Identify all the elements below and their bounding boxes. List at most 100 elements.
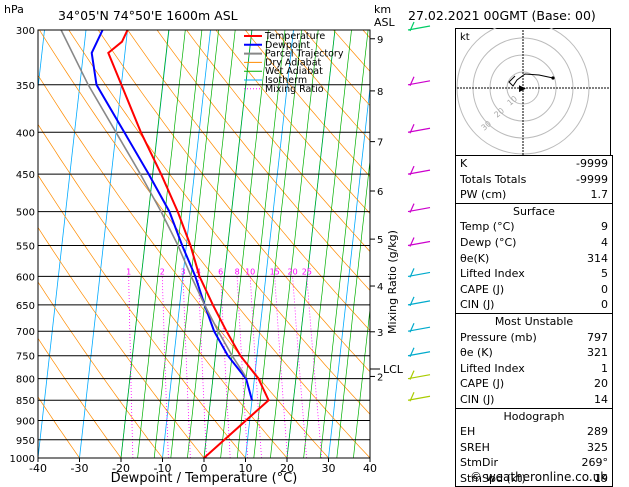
isotherm-line <box>163 30 211 458</box>
surface-title: Surface <box>456 204 612 220</box>
km-tick-label: 4 <box>377 282 383 293</box>
mixing-ratio-label: 6 <box>218 267 223 276</box>
index-label: PW (cm) <box>460 187 506 203</box>
temperature-tick-label: -30 <box>71 462 89 475</box>
mu-label: CAPE (J) <box>460 376 504 392</box>
surface-row: CIN (J) 0 <box>456 297 612 313</box>
pressure-tick-label: 650 <box>16 301 35 312</box>
pressure-tick-label: 800 <box>16 375 35 386</box>
surface-label: CIN (J) <box>460 297 494 313</box>
pressure-tick-label: 400 <box>16 128 35 139</box>
dry-adiabat-line <box>0 30 80 458</box>
indices-panel: K -9999 Totals Totals -9999 PW (cm) 1.7 Sur… <box>455 155 613 487</box>
mu-row: Lifted Index 1 <box>456 361 612 377</box>
mu-value: 321 <box>587 345 608 361</box>
surface-block: Surface Temp (°C)9 Dewp (°C)4 θe(K)314 L… <box>456 203 612 313</box>
hodo-end-marker <box>551 76 554 79</box>
pressure-tick-label: 850 <box>16 396 35 407</box>
mu-row: CIN (J) 14 <box>456 392 612 408</box>
profile-dewpoint <box>92 30 252 400</box>
mu-label: CIN (J) <box>460 392 494 408</box>
surface-row: θe(K)314 <box>456 251 612 267</box>
surface-value: 0 <box>601 282 608 298</box>
pressure-tick-label: 900 <box>16 417 35 428</box>
index-value: 1.7 <box>591 187 609 203</box>
mu-value: 797 <box>587 330 608 346</box>
index-value: -9999 <box>576 156 608 172</box>
hodo-label: StmDir <box>460 455 498 471</box>
isotherm-line <box>0 30 3 458</box>
mixing-ratio-line <box>250 276 261 458</box>
mixing-ratio-line <box>275 276 288 458</box>
mu-row: CAPE (J) 20 <box>456 376 612 392</box>
hodo-label: SREH <box>460 440 490 456</box>
mu-label: Pressure (mb) <box>460 330 537 346</box>
mixing-ratio-label: 20 <box>288 267 298 276</box>
hodo-label: EH <box>460 424 475 440</box>
most-unstable-title: Most Unstable <box>456 314 612 330</box>
most-unstable-block: Most Unstable Pressure (mb) 797 θe (K) 321… <box>456 313 612 408</box>
surface-value: 5 <box>601 266 608 282</box>
isotherm-line <box>38 30 86 458</box>
km-tick-label: 7 <box>377 138 383 149</box>
x-axis-title: Dewpoint / Temperature (°C) <box>111 471 298 486</box>
index-label: Totals Totals <box>460 172 526 188</box>
km-tick-label: 9 <box>377 35 383 46</box>
surface-row: Temp (°C)9 <box>456 219 612 235</box>
isotherm-line <box>80 30 128 458</box>
pressure-tick-label: 750 <box>16 352 35 363</box>
mixing-ratio-label: 10 <box>245 267 255 276</box>
mixing-ratio-label: 25 <box>302 267 312 276</box>
surface-label: Temp (°C) <box>460 219 515 235</box>
dry-adiabat-line <box>0 30 246 458</box>
hodograph: kt 10 20 30 ▶ <box>455 28 611 172</box>
mixing-ratio-line <box>129 276 133 458</box>
surface-row: Dewp (°C)4 <box>456 235 612 251</box>
pressure-tick-label: 600 <box>16 272 35 283</box>
surface-label: θe(K) <box>460 251 489 267</box>
hodograph-unit: kt <box>460 32 470 43</box>
lcl-label: LCL <box>383 363 404 376</box>
mixing-ratio-line <box>221 276 231 458</box>
pressure-tick-label: 950 <box>16 436 35 447</box>
index-row: K -9999 <box>456 156 612 172</box>
surface-value: 0 <box>601 297 608 313</box>
profile-parcel-trajectory <box>61 30 246 377</box>
surface-label: CAPE (J) <box>460 282 504 298</box>
surface-row: Lifted Index 5 <box>456 266 612 282</box>
index-value: -9999 <box>576 172 608 188</box>
storm-motion-marker: ▶ <box>519 84 526 94</box>
mu-label: Lifted Index <box>460 361 525 377</box>
mu-value: 14 <box>594 392 608 408</box>
pressure-tick-label: 700 <box>16 327 35 338</box>
km-tick-label: 3 <box>377 328 383 339</box>
mixing-ratio-label: 3 <box>181 267 186 276</box>
hodo-value: 289 <box>587 424 608 440</box>
mixing-ratio-line <box>198 276 206 458</box>
surface-label: Lifted Index <box>460 266 525 282</box>
footer-copyright[interactable]: © weatheronline.co.uk <box>470 470 607 484</box>
temperature-tick-label: 30 <box>322 462 336 475</box>
km-tick-label: 8 <box>377 87 383 98</box>
surface-row: CAPE (J) 0 <box>456 282 612 298</box>
mixing-ratio-label: 2 <box>160 267 165 276</box>
pressure-tick-label: 350 <box>16 81 35 92</box>
pressure-tick-label: 500 <box>16 208 35 219</box>
y2-axis-title: Mixing Ratio (g/kg) <box>386 230 399 334</box>
pressure-tick-label: 450 <box>16 170 35 181</box>
mu-value: 1 <box>601 361 608 377</box>
mu-label: θe (K) <box>460 345 493 361</box>
index-row: Totals Totals -9999 <box>456 172 612 188</box>
index-label: K <box>460 156 467 172</box>
dry-adiabat-line <box>0 30 287 458</box>
general-indices: K -9999 Totals Totals -9999 PW (cm) 1.7 <box>456 156 612 203</box>
mu-row: Pressure (mb) 797 <box>456 330 612 346</box>
mixing-ratio-line <box>183 276 190 458</box>
hodo-row: EH 289 <box>456 424 612 440</box>
pressure-tick-label: 300 <box>16 26 35 37</box>
km-tick-label: 5 <box>377 235 383 246</box>
mu-value: 20 <box>594 376 608 392</box>
mixing-ratio-label: 8 <box>235 267 240 276</box>
